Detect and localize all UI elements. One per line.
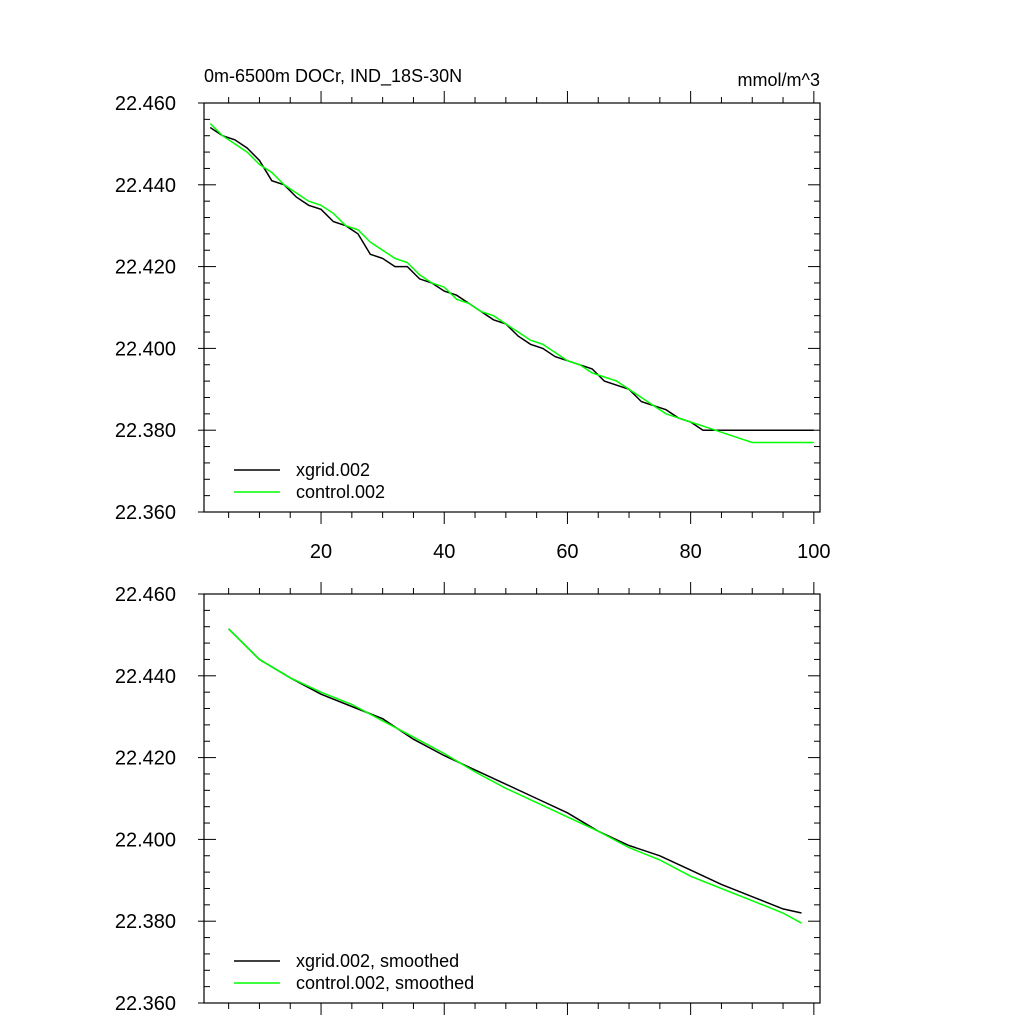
x-tick-label: 40 bbox=[433, 541, 455, 563]
top-series-lines bbox=[209, 122, 814, 444]
y-tick-label: 22.360 bbox=[115, 502, 176, 524]
y-tick-label: 22.460 bbox=[115, 584, 176, 606]
y-tick-label: 22.420 bbox=[115, 748, 176, 770]
bottom-panel: 22.360 22.380 22.400 22.420 22.440 22.460 xgr… bbox=[115, 582, 821, 1015]
x-tick-label: 20 bbox=[310, 541, 332, 563]
y-tick-label: 22.440 bbox=[115, 666, 176, 688]
series-line-0 bbox=[209, 126, 814, 431]
y-tick-label: 22.400 bbox=[115, 338, 176, 360]
legend-label: control.002, smoothed bbox=[296, 973, 474, 993]
chart-title: 0m-6500m DOCr, IND_18S-30N bbox=[204, 66, 462, 87]
y-tick-label: 22.460 bbox=[115, 93, 176, 115]
legend-label: control.002 bbox=[296, 482, 385, 502]
y-tick-label: 22.380 bbox=[115, 420, 176, 442]
y-tick-label: 22.400 bbox=[115, 829, 176, 851]
y-tick-label: 22.420 bbox=[115, 257, 176, 279]
legend-label: xgrid.002, smoothed bbox=[296, 951, 459, 971]
y-tick-label: 22.440 bbox=[115, 175, 176, 197]
bottom-axis-ticks: 22.360 22.380 22.400 22.420 22.440 22.460 bbox=[115, 582, 820, 1015]
y-tick-label: 22.360 bbox=[115, 993, 176, 1015]
top-panel: 22.360 22.380 22.400 22.420 22.440 22.460 20 40… bbox=[115, 66, 831, 563]
units-label: mmol/m^3 bbox=[738, 70, 820, 90]
y-tick-label: 22.380 bbox=[115, 911, 176, 933]
legend-label: xgrid.002 bbox=[296, 460, 370, 480]
series-line-1 bbox=[209, 122, 814, 444]
top-plot-frame bbox=[203, 102, 821, 513]
x-tick-label: 100 bbox=[797, 541, 830, 563]
series-line-0 bbox=[228, 628, 802, 914]
bottom-plot-frame bbox=[203, 593, 821, 1004]
bottom-series-lines bbox=[228, 628, 802, 924]
top-axis-ticks: 22.360 22.380 22.400 22.420 22.440 22.460 20 40… bbox=[115, 91, 831, 563]
series-line-1 bbox=[228, 628, 802, 924]
x-tick-label: 80 bbox=[680, 541, 702, 563]
x-tick-label: 60 bbox=[556, 541, 578, 563]
